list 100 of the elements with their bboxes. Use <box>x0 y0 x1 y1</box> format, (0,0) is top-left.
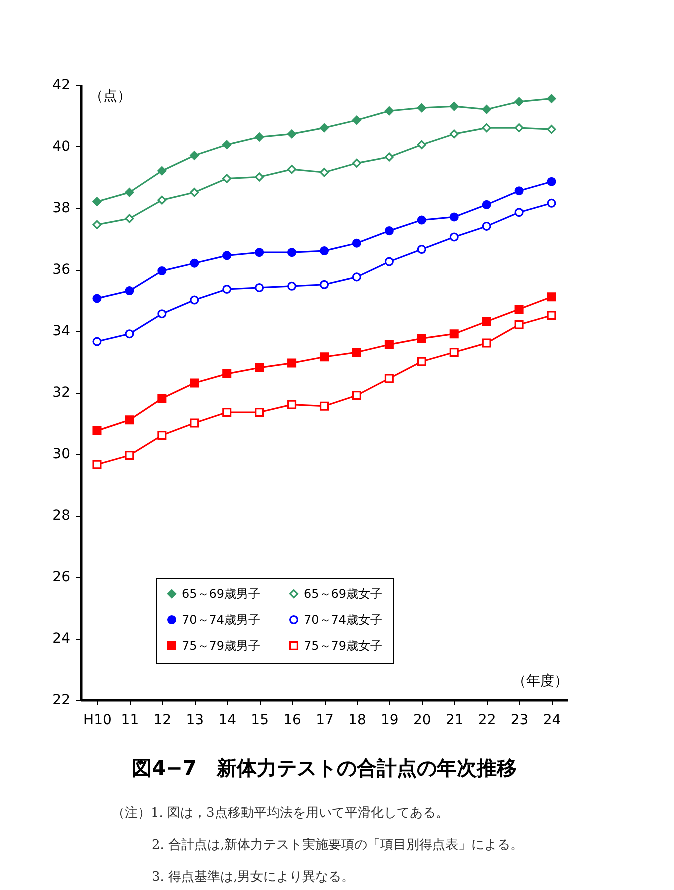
point <box>384 106 394 116</box>
point <box>547 311 556 320</box>
point <box>190 418 200 428</box>
point <box>92 197 102 206</box>
x-axis-title: （年度） <box>512 674 568 690</box>
point <box>482 200 492 210</box>
point <box>514 208 524 218</box>
point <box>190 258 200 268</box>
point <box>450 102 459 112</box>
text: （注）1. 図は，3点移動平均法を用いて平滑化してある。 <box>112 805 450 823</box>
point <box>125 188 134 198</box>
point <box>92 426 102 436</box>
y-tick-label: 30 <box>52 446 70 462</box>
x-tick-label: 17 <box>316 712 334 728</box>
point <box>92 220 102 230</box>
point <box>190 296 200 305</box>
point <box>514 304 524 314</box>
x-tick-label: 16 <box>284 712 302 728</box>
point <box>255 172 264 182</box>
point <box>547 292 556 302</box>
point <box>158 166 167 176</box>
x-tick-label: 23 <box>510 712 529 728</box>
point <box>482 105 492 114</box>
point <box>450 348 459 358</box>
point <box>222 251 232 260</box>
point <box>255 248 264 258</box>
point <box>255 363 264 372</box>
legend-label: 65～69歳女子 <box>304 587 383 602</box>
point <box>352 116 362 125</box>
x-tick-label: 22 <box>478 712 496 728</box>
text: 3. 得点基準は,男女により異なる。 <box>151 869 356 887</box>
point <box>222 370 232 379</box>
point <box>158 431 167 440</box>
point <box>92 460 102 470</box>
point <box>158 266 167 276</box>
point <box>158 394 167 404</box>
y-tick-label: 22 <box>52 692 70 708</box>
x-tick-label: 21 <box>446 712 464 728</box>
legend-label: 65～69歳男子 <box>182 587 261 602</box>
point <box>222 140 232 150</box>
point <box>417 216 426 225</box>
point <box>384 374 394 384</box>
x-tick-label: 14 <box>218 712 237 728</box>
x-tick-label: 19 <box>381 712 399 728</box>
x-tick-label: 15 <box>251 712 269 728</box>
point <box>320 246 330 256</box>
point <box>92 337 102 346</box>
point <box>288 282 297 291</box>
point <box>158 196 167 205</box>
point <box>482 222 492 231</box>
point <box>352 272 362 282</box>
point <box>320 352 330 362</box>
point <box>288 358 297 368</box>
text: 2. 合計点は,新体力テスト実施要項の「項目別得点表」による。 <box>151 837 524 855</box>
point <box>125 416 134 425</box>
point <box>288 248 297 258</box>
point <box>514 97 524 106</box>
point <box>320 402 330 411</box>
point <box>125 451 134 460</box>
x-tick-label: 20 <box>413 712 432 728</box>
point <box>125 214 134 224</box>
y-tick-label: 24 <box>52 631 71 647</box>
legend-label: 75～79歳男子 <box>182 639 261 653</box>
point <box>547 125 556 134</box>
y-tick-label: 40 <box>52 139 70 155</box>
legend-label: 70～74歳男子 <box>182 613 261 627</box>
point <box>320 168 330 178</box>
y-tick-label: 32 <box>52 385 70 401</box>
y-tick-label: 34 <box>52 324 71 340</box>
point <box>158 310 167 319</box>
point <box>514 186 524 196</box>
point <box>288 400 297 410</box>
point <box>352 348 362 358</box>
y-tick-label: 26 <box>52 570 71 586</box>
point <box>450 130 459 139</box>
point <box>190 188 200 198</box>
y-tick-label: 42 <box>52 78 70 94</box>
x-tick-label: 24 <box>543 712 562 728</box>
point <box>352 391 362 400</box>
x-tick-label: 13 <box>186 712 204 728</box>
point <box>352 158 362 168</box>
x-tick-label: 12 <box>154 712 172 728</box>
point <box>384 152 394 162</box>
point <box>514 320 524 330</box>
point <box>255 132 264 142</box>
y-tick-label: 28 <box>52 508 70 524</box>
y-axis-title: （点） <box>90 88 132 104</box>
point <box>514 124 524 133</box>
point <box>547 177 556 186</box>
point <box>320 280 330 290</box>
point <box>320 124 330 133</box>
x-tick-label: 18 <box>348 712 366 728</box>
point <box>417 357 426 366</box>
legend-label: 75～79歳女子 <box>304 639 383 653</box>
point <box>450 330 459 339</box>
point <box>222 408 232 417</box>
point <box>482 338 492 348</box>
point <box>288 165 297 174</box>
point <box>190 378 200 388</box>
point <box>190 151 200 160</box>
